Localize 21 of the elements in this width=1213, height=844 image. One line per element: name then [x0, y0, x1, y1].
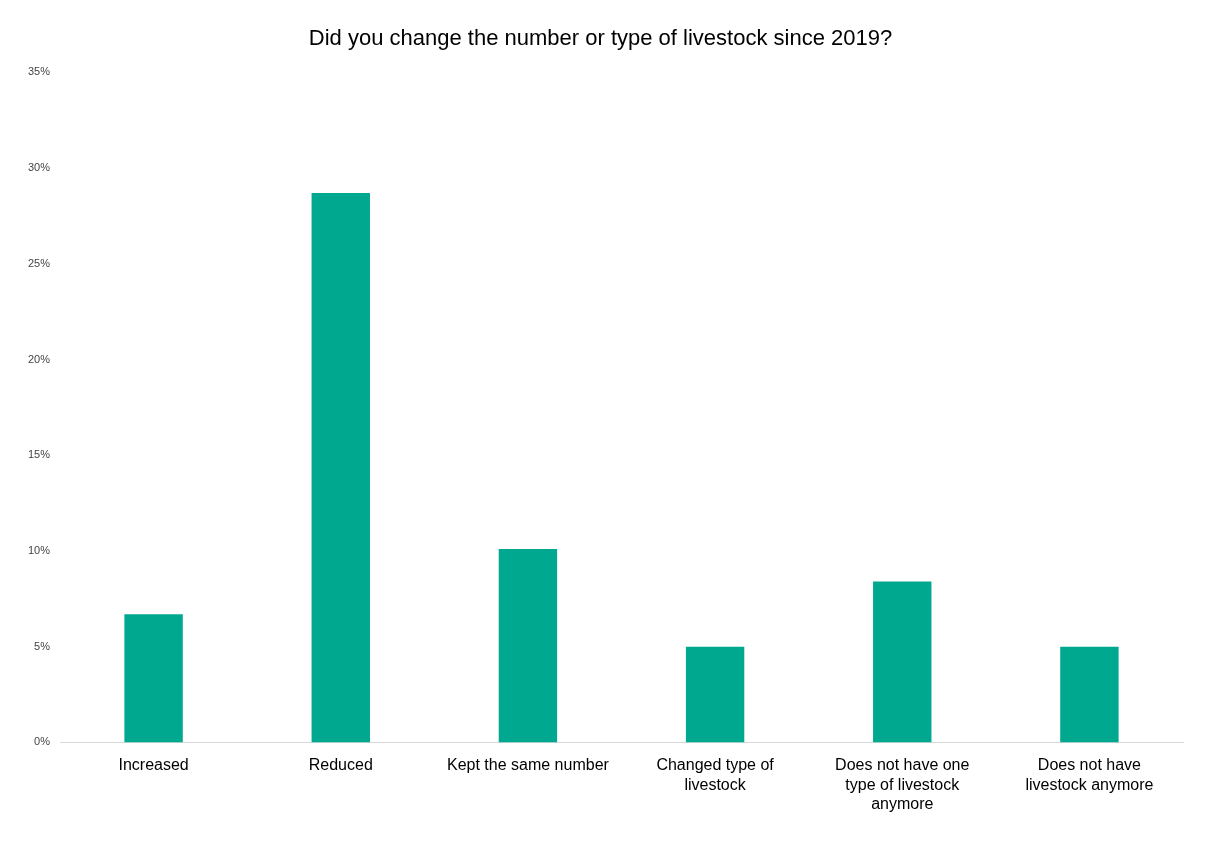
x-tick-label: Kept the same number	[446, 756, 610, 774]
bar	[124, 614, 183, 743]
x-tick-label: Reduced	[308, 756, 373, 774]
bar	[498, 549, 558, 743]
y-tick-label: 5%	[34, 639, 51, 652]
y-tick-label: 30%	[27, 161, 51, 174]
x-tick-label: Does not have livestock anymore	[1025, 756, 1154, 793]
x-tick-label: Increased	[118, 756, 189, 774]
y-tick-label: 25%	[27, 256, 51, 269]
y-tick-label: 0%	[34, 735, 51, 748]
bar	[1060, 646, 1119, 743]
y-tick-label: 10%	[27, 544, 51, 556]
chart-title: Did you change the number or type of livestock since 2019?	[308, 25, 893, 51]
y-tick-label: 20%	[27, 352, 51, 365]
x-tick-label: Changed type of livestock	[656, 756, 775, 793]
y-tick-label: 35%	[27, 65, 51, 78]
y-tick-label: 15%	[27, 448, 51, 461]
x-tick-label: Does not have one type of livestock anymore	[835, 756, 970, 812]
bar	[311, 193, 370, 743]
bar	[685, 646, 745, 743]
bar	[873, 581, 932, 743]
